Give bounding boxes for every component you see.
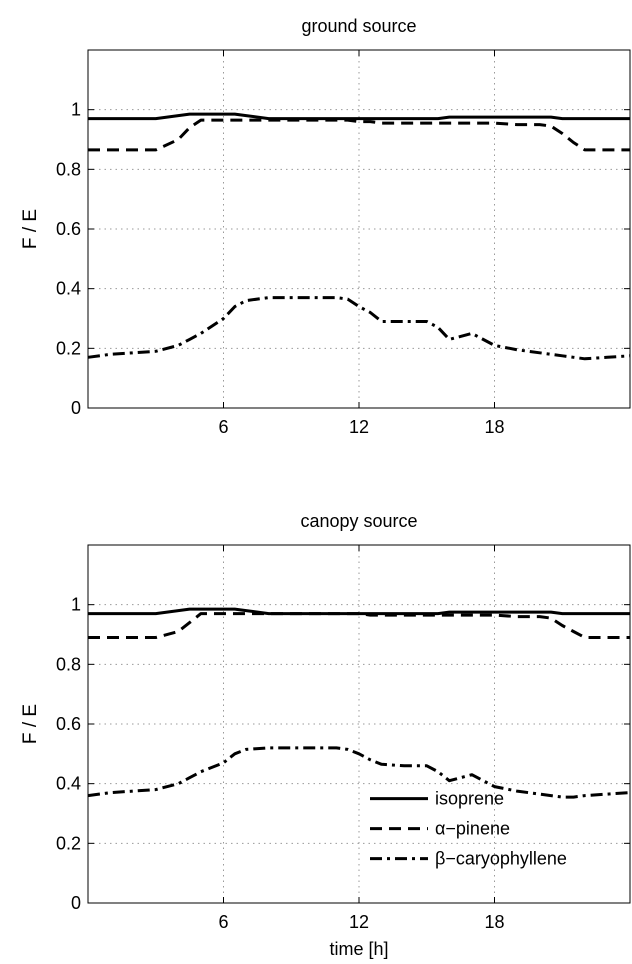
y-tick-label: 1: [71, 595, 81, 615]
series-line-dashed: [88, 118, 630, 152]
y-tick-label: 0: [71, 893, 81, 913]
y-tick-label: 1: [71, 100, 81, 120]
series-line-solid: [88, 112, 630, 121]
chart-title: ground source: [301, 16, 416, 36]
series-line-dashdot: [87, 746, 631, 799]
x-tick-label: 6: [218, 912, 228, 932]
series-line-dashdot: [87, 296, 631, 361]
y-tick-label: 0.6: [56, 219, 81, 239]
legend-label: isoprene: [435, 789, 504, 809]
legend: isoprene α−pinene β−caryophyllene: [370, 789, 567, 869]
x-tick-label: 6: [218, 417, 228, 437]
y-axis-label: F / E: [20, 209, 41, 249]
y-tick-label: 0.6: [56, 714, 81, 734]
x-tick-label: 12: [349, 417, 369, 437]
y-tick-label: 0.2: [56, 338, 81, 358]
y-tick-label: 0.4: [56, 279, 81, 299]
legend-label: β−caryophyllene: [435, 849, 567, 869]
chart-title: canopy source: [300, 511, 417, 531]
y-tick-label: 0.8: [56, 159, 81, 179]
y-tick-label: 0: [71, 398, 81, 418]
y-tick-label: 0.4: [56, 774, 81, 794]
x-tick-label: 18: [484, 417, 504, 437]
y-axis-label: F / E: [20, 704, 41, 744]
x-tick-label: 18: [484, 912, 504, 932]
panel-ground-source: 6 12 18 0 0.2 0.4 0.6 0.8 1 ground source F / E: [20, 16, 631, 437]
y-tick-label: 0.2: [56, 833, 81, 853]
x-axis-label: time [h]: [329, 939, 388, 959]
y-tick-label: 0.8: [56, 654, 81, 674]
panel-canopy-source: 6 12 18 0 0.2 0.4 0.6 0.8 1 canopy source F / E tim…: [20, 511, 631, 959]
x-tick-label: 12: [349, 912, 369, 932]
legend-label: α−pinene: [435, 819, 510, 839]
series-line-dashed: [88, 612, 630, 639]
